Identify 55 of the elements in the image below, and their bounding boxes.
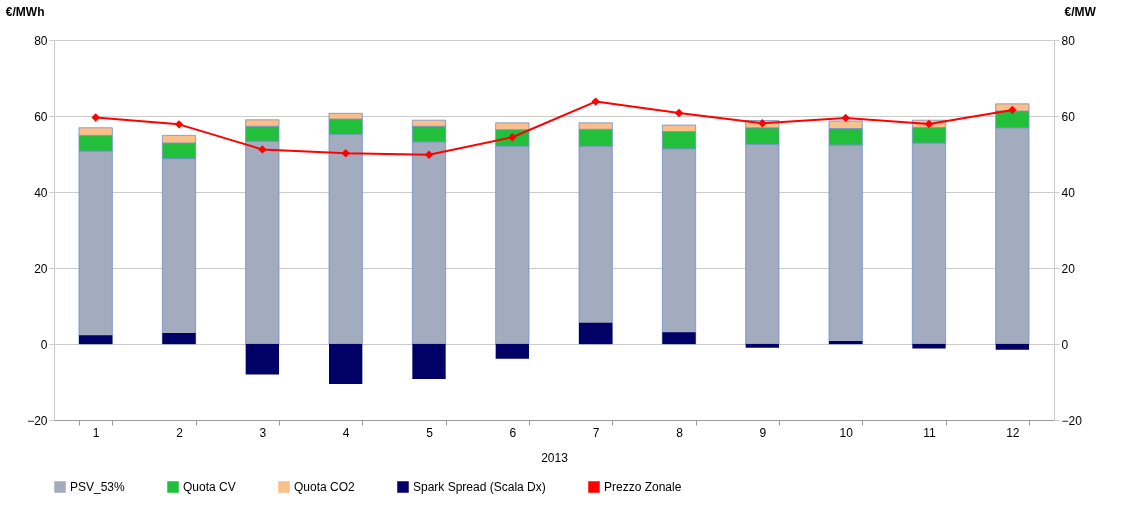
y-tick-label: 0 bbox=[40, 337, 48, 352]
bar bbox=[579, 322, 613, 344]
bar bbox=[995, 344, 1029, 350]
y2-tick-label: −20 bbox=[1061, 413, 1083, 428]
y-axis-title: €/MWh bbox=[5, 4, 45, 19]
y2-axis-title: €/MW bbox=[1064, 4, 1097, 19]
x-tick-label: 3 bbox=[259, 425, 267, 440]
y-tick-label: 40 bbox=[34, 185, 48, 200]
x-tick-label: 4 bbox=[342, 425, 350, 440]
y2-tick-label: 80 bbox=[1061, 33, 1076, 48]
x-tick-label: 12 bbox=[1006, 425, 1020, 440]
bar bbox=[662, 332, 696, 344]
bar bbox=[412, 344, 446, 379]
x-tick-label: 6 bbox=[509, 425, 517, 440]
legend-label: Quota CV bbox=[183, 480, 236, 494]
bar bbox=[329, 344, 363, 384]
point bbox=[174, 120, 184, 129]
y2-tick-label: 60 bbox=[1061, 109, 1076, 124]
y2-tick-label: 40 bbox=[1061, 185, 1076, 200]
bar bbox=[79, 335, 113, 344]
x-tick-label: 11 bbox=[923, 425, 937, 440]
point bbox=[1008, 105, 1017, 115]
bar bbox=[912, 344, 946, 349]
x-tick-label: 9 bbox=[759, 425, 767, 440]
point bbox=[674, 108, 684, 118]
y2-tick-label: 20 bbox=[1061, 261, 1076, 276]
bar bbox=[745, 344, 779, 348]
y-tick-label: −20 bbox=[27, 413, 48, 428]
point bbox=[258, 145, 267, 154]
point bbox=[91, 113, 100, 122]
x-tick-label: 8 bbox=[676, 425, 684, 440]
bar bbox=[829, 340, 863, 344]
point bbox=[758, 119, 767, 128]
bar bbox=[162, 332, 196, 344]
point bbox=[424, 150, 434, 159]
point bbox=[341, 149, 350, 158]
bar bbox=[495, 344, 529, 359]
point bbox=[924, 119, 934, 129]
y-tick-label: 80 bbox=[34, 33, 48, 48]
x-axis-title: 2013 bbox=[541, 450, 569, 465]
point bbox=[841, 113, 850, 123]
y-tick-label: 20 bbox=[34, 261, 48, 276]
point bbox=[591, 97, 600, 106]
legend-label: Prezzo Zonale bbox=[604, 480, 682, 494]
y-tick-label: 60 bbox=[34, 109, 48, 124]
x-tick-label: 2 bbox=[176, 425, 184, 440]
x-tick-label: 7 bbox=[592, 425, 600, 440]
x-tick-label: 1 bbox=[92, 425, 100, 440]
bar bbox=[245, 344, 279, 375]
legend-label: Quota CO2 bbox=[294, 480, 356, 494]
y2-tick-label: 0 bbox=[1061, 337, 1069, 352]
legend-label: PSV_53% bbox=[70, 480, 126, 494]
x-tick-label: 10 bbox=[839, 425, 854, 440]
legend-label: Spark Spread (Scala Dx) bbox=[413, 480, 546, 494]
x-tick-label: 5 bbox=[426, 425, 434, 440]
